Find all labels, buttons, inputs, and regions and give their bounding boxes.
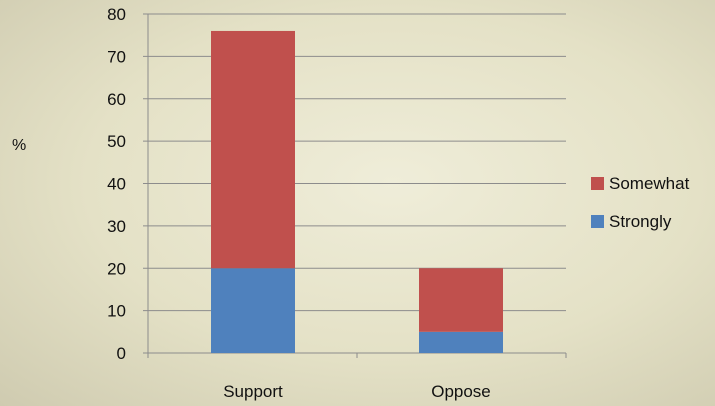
y-tick-label: 30 [107, 217, 126, 236]
y-tick-label: 50 [107, 132, 126, 151]
y-tick-label: 40 [107, 175, 126, 194]
legend-swatch-somewhat [591, 177, 604, 190]
x-category-labels: Support Oppose [223, 382, 491, 401]
legend-label-strongly: Strongly [609, 212, 672, 231]
legend: Somewhat Strongly [591, 174, 690, 231]
gridlines [148, 13, 566, 312]
y-tick-labels: 0 10 20 30 40 50 60 70 80 [107, 5, 126, 363]
bar-somewhat-oppose [419, 268, 503, 332]
x-category-label: Oppose [431, 382, 491, 401]
y-tick-label: 10 [107, 302, 126, 321]
bar-strongly-oppose [419, 331, 503, 353]
y-axis-label: % [12, 137, 26, 154]
bars [211, 30, 503, 353]
legend-swatch-strongly [591, 215, 604, 228]
y-tick-label: 80 [107, 5, 126, 24]
y-tick-label: 0 [117, 344, 126, 363]
x-category-label: Support [223, 382, 283, 401]
y-tick-label: 70 [107, 47, 126, 66]
y-tick-label: 60 [107, 90, 126, 109]
bar-somewhat-support [211, 30, 295, 269]
legend-label-somewhat: Somewhat [609, 174, 690, 193]
y-tick-label: 20 [107, 259, 126, 278]
bar-strongly-support [211, 268, 295, 353]
